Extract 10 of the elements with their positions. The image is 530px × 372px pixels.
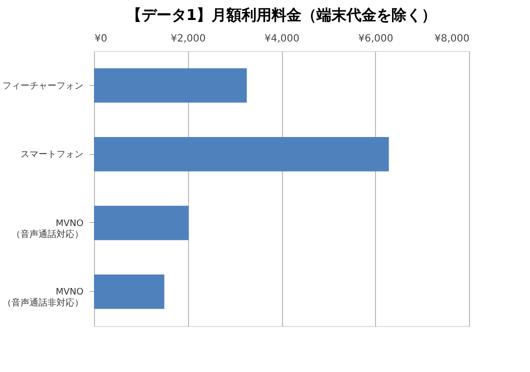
x-tick-label: ¥8,000 [434,34,470,44]
chart-title: 【データ1】月額利用料金（端末代金を除く） [126,6,437,24]
x-tick-label: ¥2,000 [170,34,206,44]
x-tick-label: ¥0 [94,34,108,44]
y-tick-label: MVNO （音声通話対応） [12,218,84,240]
y-tick-label: フィーチャーフォン [2,81,84,92]
x-tick-label: ¥6,000 [358,34,394,44]
y-tick-label: スマートフォン [20,150,84,160]
y-tick-label: MVNO （音声通話非対応） [2,288,84,309]
x-tick-label: ¥4,000 [264,34,300,44]
